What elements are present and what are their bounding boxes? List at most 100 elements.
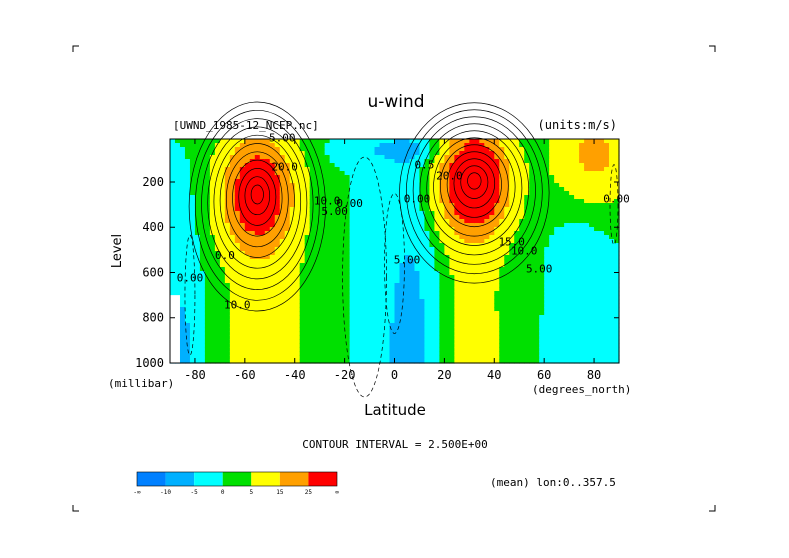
field-cell [554, 139, 560, 144]
field-cell [324, 191, 331, 196]
field-cell [269, 163, 276, 168]
field-cell [349, 299, 356, 304]
field-cell [394, 187, 401, 192]
field-cell [289, 199, 296, 204]
field-cell [294, 191, 301, 196]
field-cell [364, 199, 371, 204]
field-cell [604, 311, 610, 316]
field-cell [234, 355, 241, 360]
field-cell [394, 143, 401, 148]
field-cell [359, 151, 366, 156]
field-cell [514, 191, 520, 196]
field-cell [204, 347, 211, 352]
field-cell [319, 215, 326, 220]
field-cell [589, 199, 595, 204]
field-cell [459, 159, 465, 164]
field-cell [379, 311, 386, 316]
field-cell [584, 147, 590, 152]
field-cell [534, 151, 540, 156]
field-cell [484, 291, 490, 296]
field-cell [304, 155, 311, 160]
field-cell [564, 255, 570, 260]
field-cell [564, 271, 570, 276]
field-cell [244, 139, 251, 144]
field-cell [339, 287, 346, 292]
field-cell [189, 323, 196, 328]
field-cell [219, 195, 226, 200]
field-cell [499, 167, 505, 172]
field-cell [269, 291, 276, 296]
field-cell [509, 147, 515, 152]
field-cell [469, 303, 475, 308]
field-cell [234, 243, 241, 248]
field-cell [184, 299, 191, 304]
field-cell [369, 243, 376, 248]
field-cell [424, 339, 431, 344]
field-cell [194, 331, 201, 336]
field-cell [319, 311, 326, 316]
field-cell [274, 203, 281, 208]
field-cell [309, 235, 316, 240]
field-cell [499, 315, 505, 320]
field-cell [274, 167, 281, 172]
field-cell [504, 343, 510, 348]
field-cell [429, 291, 436, 296]
field-cell [579, 171, 585, 176]
field-cell [494, 235, 500, 240]
field-cell [559, 279, 565, 284]
field-cell [594, 351, 600, 356]
field-cell [264, 247, 271, 252]
field-cell [314, 167, 321, 172]
field-cell [274, 231, 281, 236]
field-cell [364, 231, 371, 236]
field-cell [449, 223, 455, 228]
field-cell [209, 139, 216, 144]
field-cell [524, 307, 530, 312]
field-cell [264, 255, 271, 260]
field-cell [179, 215, 186, 220]
field-cell [599, 275, 605, 280]
field-cell [559, 187, 565, 192]
field-cell [209, 203, 216, 208]
field-cell [469, 351, 475, 356]
field-cell [409, 227, 416, 232]
field-cell [179, 251, 186, 256]
field-cell [509, 199, 515, 204]
field-cell [414, 267, 421, 272]
field-cell [249, 327, 256, 332]
field-cell [514, 359, 520, 364]
field-cell [349, 227, 356, 232]
field-cell [559, 211, 565, 216]
field-cell [414, 175, 421, 180]
field-cell [269, 139, 276, 144]
field-cell [384, 239, 391, 244]
field-cell [579, 175, 585, 180]
field-cell [379, 255, 386, 260]
field-cell [249, 315, 256, 320]
field-cell [449, 259, 455, 264]
field-cell [170, 179, 176, 184]
field-cell [504, 327, 510, 332]
field-cell [564, 355, 570, 360]
field-cell [344, 267, 351, 272]
field-cell [304, 315, 311, 320]
field-cell [569, 299, 575, 304]
field-cell [319, 351, 326, 356]
field-cell [194, 171, 201, 176]
field-cell [334, 235, 341, 240]
field-cell [429, 235, 436, 240]
field-cell [564, 331, 570, 336]
field-cell [429, 203, 436, 208]
field-cell [364, 351, 371, 356]
field-cell [494, 263, 500, 268]
field-cell [604, 195, 610, 200]
field-cell [424, 275, 431, 280]
field-cell [234, 235, 241, 240]
field-cell [514, 255, 520, 260]
field-cell [534, 331, 540, 336]
field-cell [594, 167, 600, 172]
field-cell [319, 139, 326, 144]
field-cell [199, 255, 206, 260]
field-cell [439, 283, 445, 288]
field-cell [274, 219, 281, 224]
